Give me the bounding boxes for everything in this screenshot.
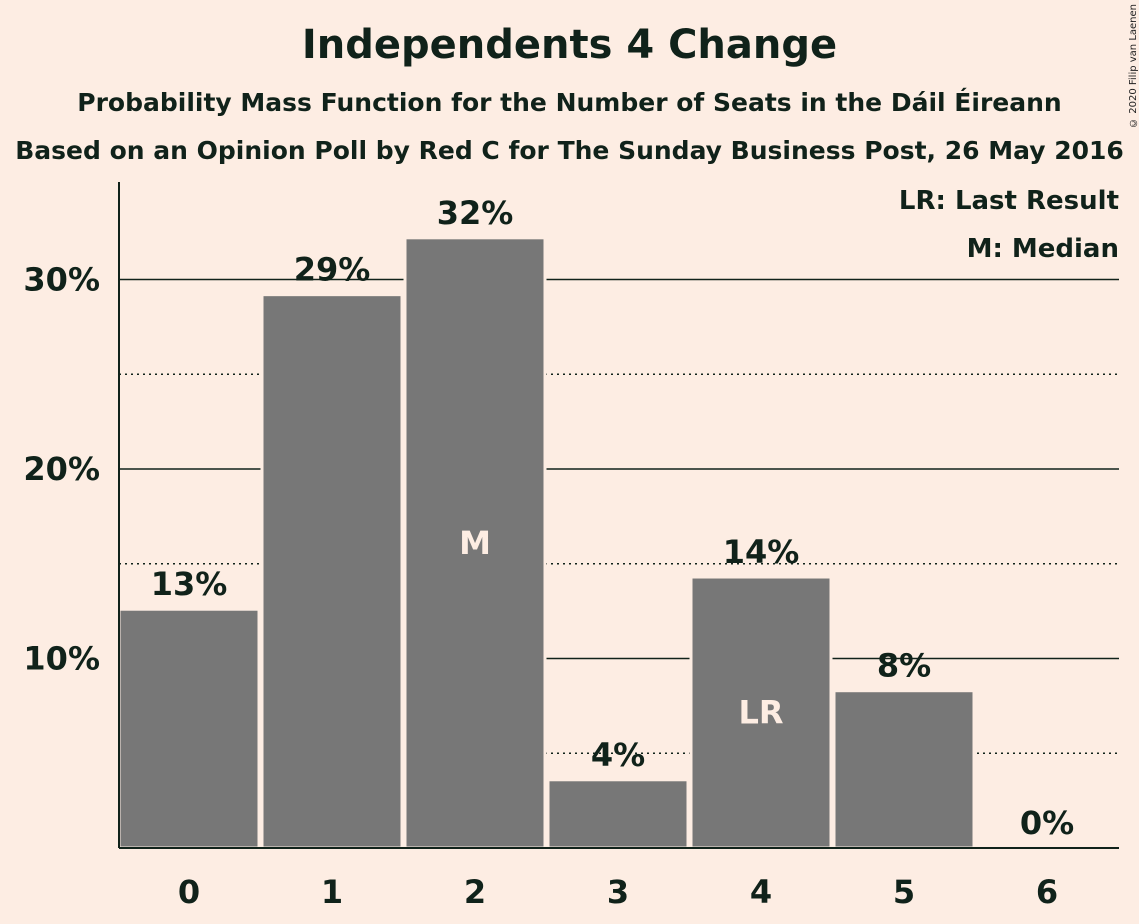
x-tick-label: 3 xyxy=(607,873,629,911)
chart-source-line: Based on an Opinion Poll by Red C for Th… xyxy=(15,136,1124,165)
y-tick-label: 10% xyxy=(23,640,100,678)
data-label: 14% xyxy=(723,533,800,571)
bar xyxy=(546,778,690,850)
data-label: 0% xyxy=(1020,804,1074,842)
data-label: 32% xyxy=(437,194,514,232)
x-tick-label: 0 xyxy=(178,873,200,911)
data-label: 4% xyxy=(591,736,645,774)
data-label: 13% xyxy=(151,565,228,603)
chart-subtitle: Probability Mass Function for the Number… xyxy=(77,88,1062,117)
bar xyxy=(260,293,404,850)
y-tick-label: 20% xyxy=(23,450,100,488)
x-tick-label: 5 xyxy=(893,873,915,911)
legend-entry: LR: Last Result xyxy=(899,186,1119,216)
bar xyxy=(832,689,976,850)
data-label: 29% xyxy=(294,251,371,289)
bar-annotation: M xyxy=(459,524,491,562)
data-label: 8% xyxy=(877,647,931,685)
y-tick-label: 30% xyxy=(23,261,100,299)
x-tick-label: 1 xyxy=(321,873,343,911)
bar xyxy=(117,607,261,850)
chart-title: Independents 4 Change xyxy=(301,22,838,68)
legend-entry: M: Median xyxy=(967,234,1119,264)
x-tick-label: 6 xyxy=(1036,873,1058,911)
bar-annotation: LR xyxy=(738,694,783,732)
bar xyxy=(403,236,547,850)
x-tick-label: 2 xyxy=(464,873,486,911)
x-tick-label: 4 xyxy=(750,873,772,911)
